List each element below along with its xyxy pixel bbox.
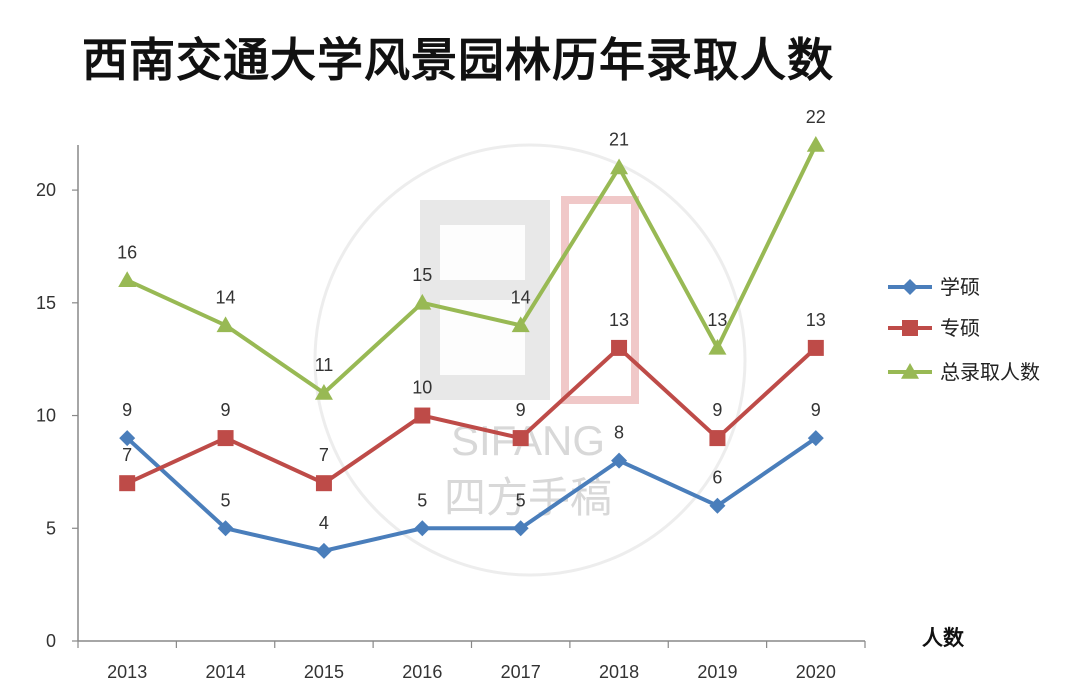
data-point-marker (217, 520, 234, 537)
y-tick-label: 10 (36, 406, 56, 426)
data-point-marker (511, 316, 530, 333)
data-label: 6 (712, 468, 722, 488)
data-point-marker (611, 339, 628, 356)
x-tick-label: 2014 (206, 662, 246, 682)
data-point-marker (414, 407, 431, 424)
data-point-marker (118, 271, 137, 288)
series-square (119, 339, 824, 492)
data-label: 14 (511, 287, 531, 307)
data-label: 15 (412, 265, 432, 285)
data-point-marker (217, 430, 234, 447)
data-label: 9 (122, 400, 132, 420)
legend-item: 专硕 (888, 316, 980, 340)
data-point-marker (611, 452, 628, 469)
data-label: 14 (216, 287, 236, 307)
legend-marker (901, 363, 919, 379)
data-label: 7 (319, 445, 329, 465)
series-triangle (118, 136, 825, 400)
data-label: 11 (315, 355, 334, 375)
data-point-marker (414, 520, 431, 537)
legend-label: 专硕 (940, 316, 980, 340)
data-label: 5 (516, 490, 526, 510)
legend-item: 学硕 (888, 275, 980, 299)
x-tick-label: 2018 (599, 662, 639, 682)
x-ticks: 2013 2014 2015 2016 2017 2018 2019 2020 (77, 641, 866, 682)
watermark-chinese-text: 四方手稿 (444, 474, 612, 521)
data-point-marker (216, 316, 235, 333)
data-labels: 9 5 4 5 5 8 6 9 7 9 7 10 9 13 9 13 16 14 11 15 14 21 13 22 (117, 107, 826, 533)
data-point-marker (119, 430, 136, 447)
data-label: 8 (614, 423, 624, 443)
data-point-marker (512, 520, 529, 537)
y-tick-label: 5 (46, 518, 56, 538)
data-label: 13 (609, 310, 629, 330)
data-label: 5 (221, 490, 231, 510)
series-layer (118, 136, 825, 559)
data-label: 22 (806, 107, 826, 127)
x-tick-label: 2017 (501, 662, 541, 682)
data-label: 9 (712, 400, 722, 420)
data-point-marker (807, 339, 824, 356)
data-point-marker (709, 430, 726, 447)
data-point-marker (314, 384, 333, 400)
data-label: 5 (417, 490, 427, 510)
x-tick-label: 2013 (107, 662, 147, 682)
y-tick-label: 20 (36, 180, 56, 200)
data-label: 13 (707, 310, 727, 330)
data-label: 4 (319, 513, 329, 533)
sifang-watermark: SIFANG 四方手稿 (313, 143, 747, 577)
data-point-marker (708, 338, 727, 355)
y-ticks: 0 5 10 15 20 (36, 180, 78, 651)
series-line (126, 144, 818, 396)
data-label: 13 (806, 310, 826, 330)
data-point-marker (315, 542, 332, 559)
data-point-marker (413, 293, 432, 310)
data-label: 9 (516, 400, 526, 420)
x-tick-label: 2020 (796, 662, 836, 682)
series-diamond (119, 430, 824, 559)
data-label: 21 (609, 130, 629, 150)
series-line (126, 345, 818, 486)
data-label: 16 (117, 242, 137, 262)
data-point-marker (806, 136, 825, 152)
data-point-marker (610, 158, 629, 175)
data-label: 7 (122, 445, 132, 465)
y-tick-label: 15 (36, 293, 56, 313)
data-point-marker (512, 430, 529, 447)
legend-marker (902, 279, 918, 295)
legend-item: 总录取人数 (888, 360, 1040, 384)
x-tick-label: 2015 (304, 662, 344, 682)
chart-title: 西南交通大学风景园林历年录取人数 (82, 33, 834, 87)
data-point-marker (119, 475, 136, 492)
x-tick-label: 2019 (697, 662, 737, 682)
series-line (125, 436, 817, 553)
data-label: 10 (412, 378, 432, 398)
y-tick-label: 0 (46, 631, 56, 651)
legend-label: 学硕 (940, 275, 980, 299)
x-tick-label: 2016 (402, 662, 442, 682)
unit-label: 人数 (922, 626, 965, 650)
data-point-marker (709, 497, 726, 514)
data-point-marker (315, 475, 332, 492)
data-point-marker (807, 430, 824, 447)
data-label: 9 (811, 400, 821, 420)
data-label: 9 (221, 400, 231, 420)
legend-marker (902, 320, 918, 336)
legend-label: 总录取人数 (940, 360, 1040, 384)
